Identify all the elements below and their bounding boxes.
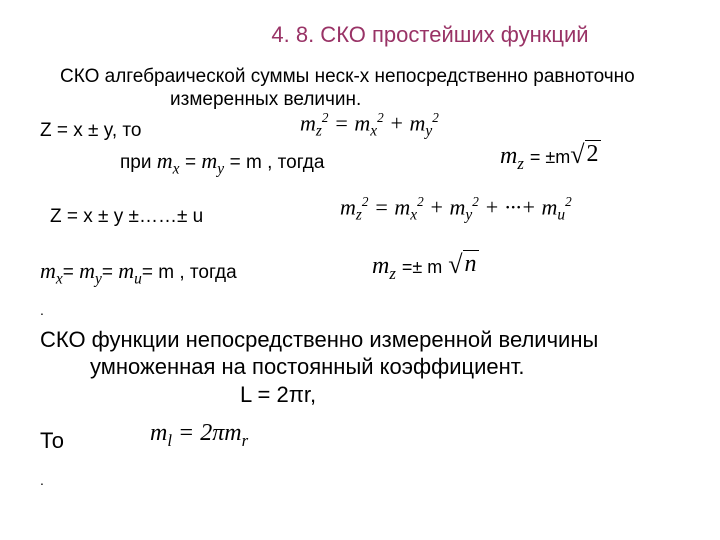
to-line: То bbox=[0, 424, 94, 458]
intro-paragraph: СКО алгебраической суммы неск-х непосред… bbox=[0, 48, 720, 116]
result2-text: =± m bbox=[402, 257, 442, 277]
mx-sym2: mx bbox=[40, 258, 63, 283]
pri-word: при bbox=[120, 152, 151, 173]
result1-text: = ±m bbox=[530, 147, 570, 167]
eq-a: = bbox=[63, 262, 74, 283]
para2: СКО функции непосредственно измеренной в… bbox=[0, 322, 720, 413]
mx-symbol: mx bbox=[157, 148, 185, 173]
section-title: 4. 8. СКО простейших функций bbox=[0, 0, 720, 48]
formula-ml-2pimr: ml = 2πmr bbox=[150, 420, 248, 451]
para2-line1: СКО функции непосредственно измеренной в… bbox=[40, 327, 598, 352]
formula-mz2-xy: mz2 = mx2 + my2 bbox=[300, 110, 439, 141]
my-symbol: my bbox=[201, 148, 229, 173]
formula-mz2-xyu: mz2 = mx2 + my2 + ···+ mu2 bbox=[340, 194, 572, 225]
eq-tail2: = m , тогда bbox=[142, 262, 237, 283]
formula-mz-sqrtn: mz =± m √n bbox=[372, 250, 479, 284]
z-xy-line: Z = x ± y, то bbox=[0, 116, 171, 146]
formula-mz-sqrt2: mz = ±m√2 bbox=[500, 140, 601, 174]
para1-line1: СКО алгебраической суммы неск-х непосред… bbox=[60, 66, 635, 87]
para1-line2: измеренных величин. bbox=[60, 89, 361, 112]
mx-my-mu-line: mx= my= mu= m , тогда bbox=[0, 254, 267, 292]
eq1-tail: = m , тогда bbox=[230, 152, 325, 173]
para2-line3: L = 2πr, bbox=[40, 381, 316, 409]
dot1: . bbox=[0, 298, 720, 322]
eq-b: = bbox=[102, 262, 113, 283]
para2-line2: умноженная на постоянный коэффициент. bbox=[40, 353, 525, 381]
z-xyu-line: Z = x ± y ±……± u bbox=[10, 202, 233, 232]
dot2: . bbox=[0, 468, 720, 492]
my-sym2: my bbox=[79, 258, 102, 283]
eq-sign-1: = bbox=[185, 152, 196, 173]
mu-sym: mu bbox=[118, 258, 142, 283]
pri-line: при mx = my = m , тогда bbox=[80, 144, 354, 182]
